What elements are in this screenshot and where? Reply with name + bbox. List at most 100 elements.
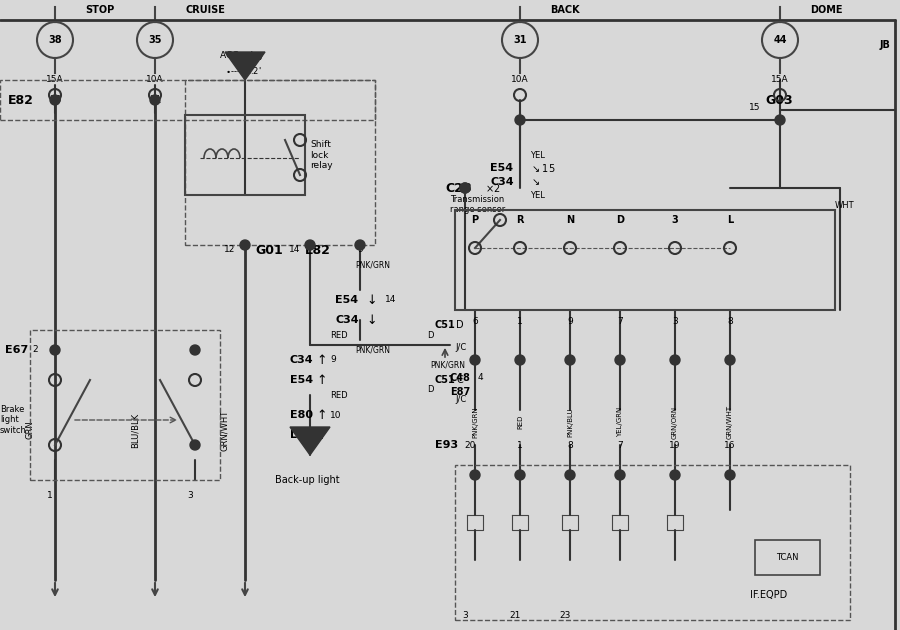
Text: N: N — [566, 215, 574, 225]
Text: C34: C34 — [335, 315, 358, 325]
Text: 15A: 15A — [771, 76, 788, 84]
Circle shape — [460, 183, 470, 193]
Text: 10A: 10A — [511, 76, 529, 84]
Text: R: R — [517, 215, 524, 225]
Text: 20: 20 — [464, 440, 476, 449]
Text: $\downarrow$: $\downarrow$ — [364, 313, 376, 327]
Text: G01: G01 — [255, 244, 283, 256]
Text: Shift
lock
relay: Shift lock relay — [310, 140, 333, 170]
Text: 8: 8 — [727, 318, 733, 326]
Circle shape — [515, 115, 525, 125]
Text: E82: E82 — [305, 244, 331, 256]
Text: 31: 31 — [513, 35, 526, 45]
Text: 1: 1 — [518, 440, 523, 449]
Text: $\uparrow$: $\uparrow$ — [314, 408, 326, 422]
Text: E67: E67 — [5, 345, 28, 355]
Text: $\downarrow$: $\downarrow$ — [364, 293, 376, 307]
Text: 9: 9 — [567, 318, 573, 326]
Text: STOP: STOP — [85, 5, 114, 15]
Circle shape — [50, 345, 60, 355]
Text: 8: 8 — [567, 440, 573, 449]
Circle shape — [190, 440, 200, 450]
Text: 4: 4 — [477, 374, 482, 382]
Circle shape — [50, 95, 60, 105]
Text: 14: 14 — [385, 295, 396, 304]
Text: BLU/BLK: BLU/BLK — [130, 413, 140, 447]
Text: C51: C51 — [435, 375, 455, 385]
Text: 3: 3 — [671, 215, 679, 225]
Circle shape — [515, 355, 525, 365]
Text: 10: 10 — [330, 411, 341, 420]
Polygon shape — [225, 52, 265, 80]
Text: J/C: J/C — [455, 396, 466, 404]
Text: E54: E54 — [490, 163, 513, 173]
Text: Back-up light: Back-up light — [275, 475, 339, 485]
Text: D: D — [616, 215, 624, 225]
Text: 3: 3 — [462, 610, 468, 619]
Text: 3: 3 — [187, 491, 193, 500]
Text: 12: 12 — [224, 246, 236, 255]
Text: GRN/ORN: GRN/ORN — [672, 406, 678, 438]
Text: G03: G03 — [765, 93, 793, 106]
Text: GRN: GRN — [25, 421, 34, 439]
Text: L: L — [727, 215, 734, 225]
Text: 15A: 15A — [46, 76, 64, 84]
Text: RED: RED — [517, 415, 523, 429]
Text: E82: E82 — [8, 93, 34, 106]
Circle shape — [150, 95, 160, 105]
Text: 2: 2 — [32, 345, 38, 355]
Text: E87: E87 — [450, 387, 470, 397]
Text: YEL: YEL — [530, 151, 544, 159]
Text: BACK: BACK — [550, 5, 580, 15]
Text: RED: RED — [330, 391, 347, 399]
Text: C28: C28 — [445, 181, 472, 195]
Text: 7: 7 — [617, 440, 623, 449]
Text: C48: C48 — [450, 373, 471, 383]
Text: 1: 1 — [518, 318, 523, 326]
Text: PNK/GRN: PNK/GRN — [355, 345, 390, 355]
Text: 16: 16 — [724, 440, 736, 449]
Text: GRN/WHT: GRN/WHT — [220, 410, 230, 450]
Text: $\searrow$15: $\searrow$15 — [530, 162, 555, 174]
Text: $\uparrow$: $\uparrow$ — [314, 428, 326, 442]
Circle shape — [470, 470, 480, 480]
Text: 23: 23 — [559, 610, 571, 619]
Text: JB: JB — [879, 40, 890, 50]
Text: C34: C34 — [290, 355, 313, 365]
Text: D: D — [427, 331, 433, 340]
Text: CRUISE: CRUISE — [185, 5, 225, 15]
Text: 3: 3 — [672, 318, 678, 326]
Text: 7: 7 — [617, 318, 623, 326]
Text: RED: RED — [330, 331, 347, 340]
Circle shape — [240, 240, 250, 250]
Text: E54: E54 — [290, 375, 313, 385]
Text: 10A: 10A — [146, 76, 164, 84]
Text: D: D — [456, 320, 464, 330]
Text: 44: 44 — [773, 35, 787, 45]
Text: 35: 35 — [148, 35, 162, 45]
Text: DOME: DOME — [810, 5, 842, 15]
Text: ACC relay: ACC relay — [220, 50, 264, 59]
Circle shape — [670, 470, 680, 480]
Circle shape — [615, 355, 625, 365]
Text: 9: 9 — [357, 246, 363, 255]
Circle shape — [305, 240, 315, 250]
Circle shape — [775, 115, 785, 125]
Text: $\searrow$: $\searrow$ — [530, 177, 541, 187]
Circle shape — [515, 470, 525, 480]
Text: PNK/BLU: PNK/BLU — [567, 407, 573, 437]
Circle shape — [460, 183, 470, 193]
Text: 14: 14 — [289, 246, 300, 255]
Circle shape — [725, 355, 735, 365]
Text: PNK/GRN: PNK/GRN — [472, 406, 478, 438]
Text: C: C — [456, 375, 464, 385]
Text: J/C: J/C — [455, 343, 466, 353]
Text: Transmission
range sensor: Transmission range sensor — [450, 195, 505, 214]
Text: 20: 20 — [49, 95, 61, 105]
Text: 9: 9 — [330, 355, 336, 365]
Text: 6: 6 — [472, 318, 478, 326]
Text: C51: C51 — [435, 320, 455, 330]
Text: YEL/GRN: YEL/GRN — [617, 407, 623, 437]
Text: 21: 21 — [509, 610, 521, 619]
Text: $\uparrow$: $\uparrow$ — [314, 373, 326, 387]
